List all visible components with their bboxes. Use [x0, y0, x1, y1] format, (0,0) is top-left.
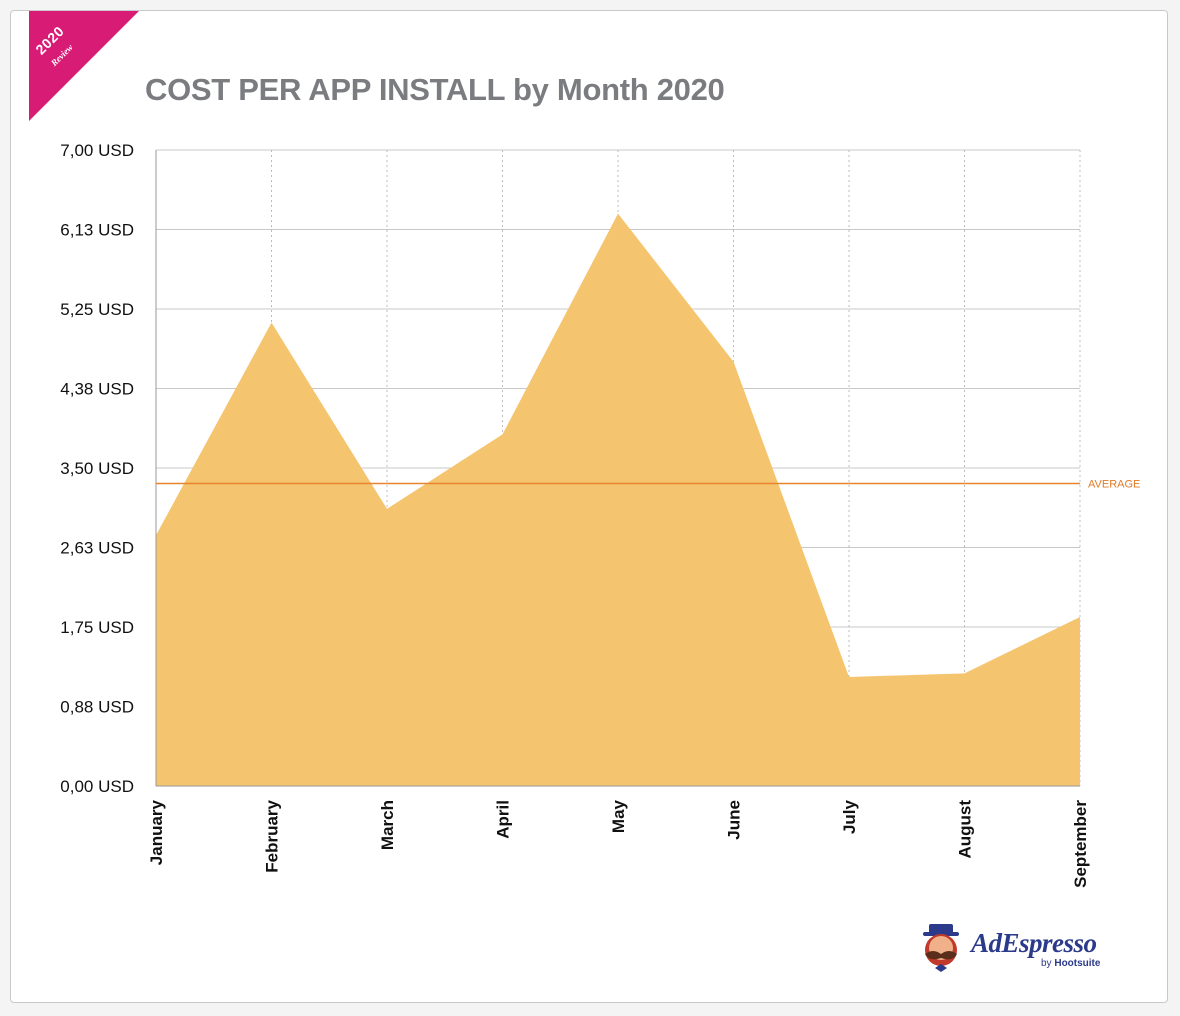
x-tick-label: May	[609, 799, 628, 833]
x-tick-label: April	[494, 800, 513, 839]
mustache-mascot-icon	[923, 924, 959, 972]
y-tick-label: 7,00 USD	[60, 141, 134, 160]
y-tick-label: 2,63 USD	[60, 539, 134, 558]
logo-parent: Hootsuite	[1054, 958, 1101, 969]
adespresso-logo: AdEspresso by Hootsuite	[913, 918, 1123, 978]
x-tick-label: February	[263, 799, 282, 872]
x-tick-label: July	[840, 799, 859, 834]
logo-byline: by Hootsuite	[1041, 958, 1100, 969]
y-tick-label: 6,13 USD	[60, 221, 134, 240]
x-tick-label: March	[378, 800, 397, 850]
x-tick-label: September	[1071, 800, 1090, 888]
y-tick-label: 4,38 USD	[60, 380, 134, 399]
y-tick-label: 0,00 USD	[60, 777, 134, 796]
logo-by: by	[1041, 958, 1052, 969]
ribbon-shape	[29, 11, 139, 121]
x-tick-label: June	[725, 800, 744, 840]
x-tick-label: August	[956, 800, 975, 859]
logo-wordmark: AdEspresso	[971, 928, 1097, 958]
y-tick-label: 1,75 USD	[60, 618, 134, 637]
area-series	[156, 213, 1080, 787]
y-tick-label: 5,25 USD	[60, 300, 134, 319]
y-tick-label: 0,88 USD	[60, 698, 134, 717]
review-ribbon: 2020 Review	[11, 11, 141, 141]
x-tick-label: January	[147, 799, 166, 865]
average-label: AVERAGE	[1088, 478, 1140, 490]
y-tick-label: 3,50 USD	[60, 459, 134, 478]
chart-title: COST PER APP INSTALL by Month 2020	[145, 72, 725, 107]
